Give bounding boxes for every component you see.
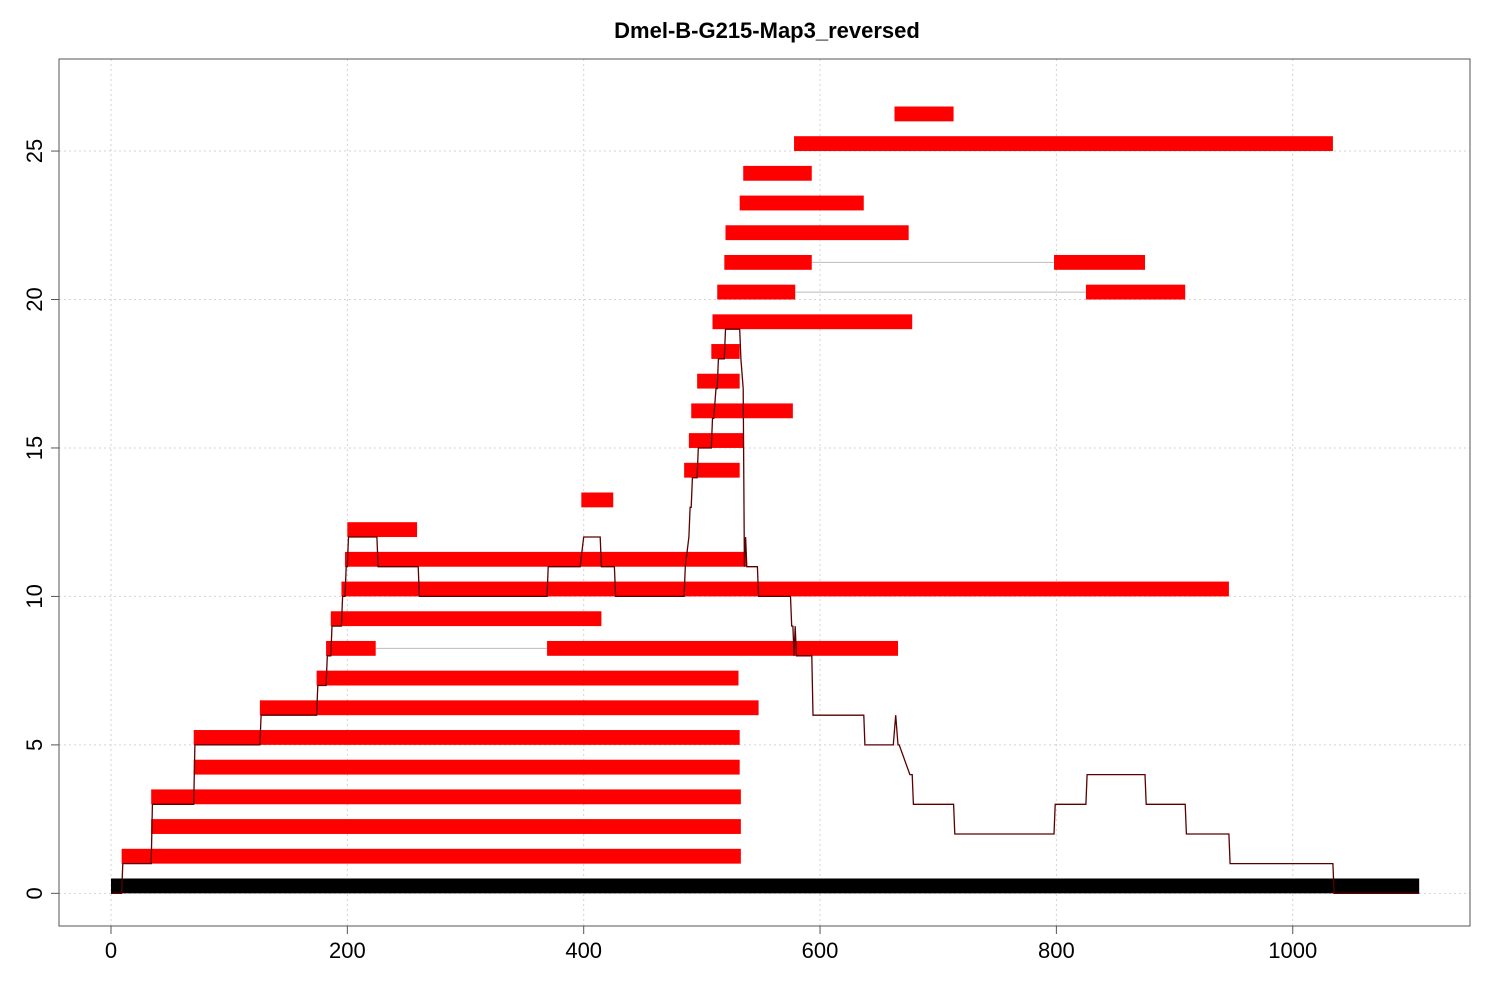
x-tick-label: 1000: [1268, 938, 1317, 963]
segment-bar: [697, 373, 740, 389]
segment-bar: [121, 848, 741, 864]
x-tick-label: 0: [105, 938, 117, 963]
segment-bar: [259, 700, 759, 716]
segment-bar: [739, 195, 864, 211]
y-tick-label: 10: [22, 584, 47, 608]
y-tick-label: 25: [22, 139, 47, 163]
segment-bar: [743, 165, 812, 181]
segment-bar: [691, 403, 793, 419]
coverage-line: [111, 328, 1420, 894]
segment-bar: [330, 611, 602, 627]
segment-bar: [688, 433, 744, 448]
reference-bar-rect: [110, 878, 1420, 894]
x-tick-label: 400: [565, 938, 602, 963]
x-tick-label: 600: [802, 938, 839, 963]
segment-bar: [1085, 284, 1186, 300]
segment-bar: [193, 759, 740, 775]
segment-bar: [193, 730, 740, 745]
x-tick-label: 800: [1038, 938, 1075, 963]
segment-bar: [326, 640, 376, 656]
segment-bar: [341, 581, 1229, 597]
y-tick-label: 15: [22, 436, 47, 460]
y-tick-label: 5: [22, 739, 47, 751]
segment-bar: [725, 225, 909, 241]
y-tick-label: 0: [22, 887, 47, 899]
chart-title: Dmel-B-G215-Map3_reversed: [614, 18, 920, 43]
x-axis: 0 200 400 600 800 1000: [105, 925, 1317, 963]
segment-bar: [347, 522, 418, 538]
x-tick-label: 200: [329, 938, 366, 963]
segment-bar: [1054, 254, 1146, 270]
segment-bar: [711, 344, 740, 359]
segment-bar: [894, 106, 954, 122]
reference-bar: [110, 878, 1420, 894]
segment-bars: [121, 106, 1333, 864]
segment-bar: [316, 670, 739, 686]
segment-bar: [581, 492, 614, 508]
coverage-polyline: [111, 328, 1420, 894]
segment-bar: [724, 254, 812, 270]
segment-bar: [712, 314, 913, 330]
y-tick-label: 20: [22, 287, 47, 311]
segment-bar: [684, 462, 740, 478]
y-axis: 0 5 10 15 20 25: [22, 139, 59, 899]
segment-bar: [151, 789, 741, 805]
segment-bar: [547, 640, 899, 656]
segment-bar: [344, 551, 747, 567]
segment-bar: [717, 284, 796, 300]
link-lines: [375, 261, 1086, 649]
segment-bar: [151, 819, 741, 834]
segment-bar: [794, 136, 1333, 152]
